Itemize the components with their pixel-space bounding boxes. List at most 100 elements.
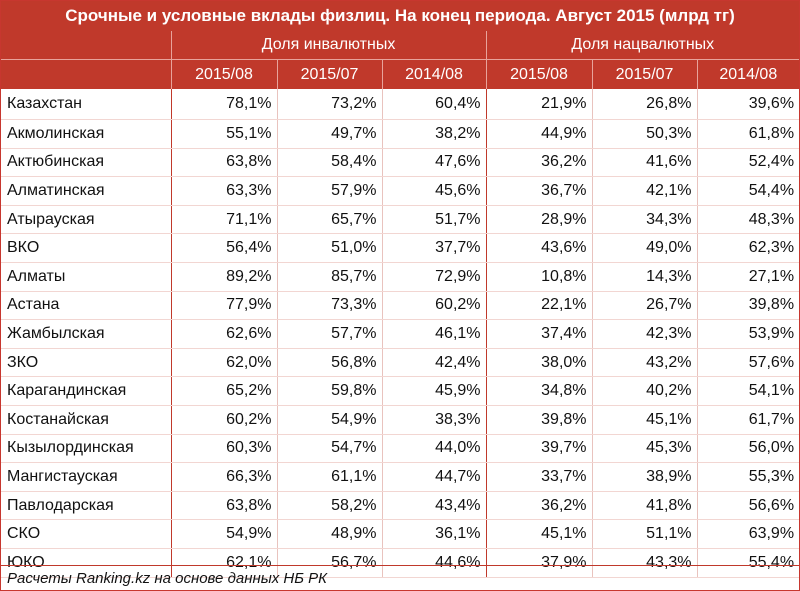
period-header: 2015/08 — [485, 59, 593, 89]
value-cell: 54,9% — [170, 519, 277, 549]
value-cell: 27,1% — [696, 262, 800, 292]
value-cell: 44,9% — [485, 119, 593, 149]
value-cell: 41,8% — [591, 491, 698, 521]
value-cell: 26,8% — [591, 89, 698, 120]
value-cell: 39,8% — [485, 405, 593, 435]
table-row: Карагандинская 65,2% 59,8% 45,9% 34,8% 40,2% 5… — [1, 376, 800, 406]
value-cell: 45,1% — [591, 405, 698, 435]
value-cell: 60,3% — [170, 434, 277, 464]
table-row: Казахстан 78,1% 73,2% 60,4% 21,9% 26,8% 39,6% — [1, 89, 800, 120]
value-cell: 53,9% — [696, 319, 800, 349]
value-cell: 37,9% — [485, 548, 593, 578]
value-cell: 65,2% — [170, 376, 277, 406]
region-name: ВКО — [1, 233, 172, 263]
region-name: Актюбинская — [1, 148, 172, 178]
region-name: Мангистауская — [1, 462, 172, 492]
table-row: СКО 54,9% 48,9% 36,1% 45,1% 51,1% 63,9% — [1, 519, 800, 549]
value-cell: 44,6% — [381, 548, 487, 578]
region-name: Кызылординская — [1, 434, 172, 464]
table-row: Актюбинская 63,8% 58,4% 47,6% 36,2% 41,6% 52,4… — [1, 148, 800, 178]
table-row: Алматы 89,2% 85,7% 72,9% 10,8% 14,3% 27,1% — [1, 262, 800, 292]
region-name: Атырауская — [1, 205, 172, 235]
period-header: 2015/07 — [591, 59, 698, 89]
value-cell: 60,2% — [381, 291, 487, 321]
table-row: Жамбылская 62,6% 57,7% 46,1% 37,4% 42,3% 53,9% — [1, 319, 800, 349]
table-row: Павлодарская 63,8% 58,2% 43,4% 36,2% 41,8% 56,… — [1, 491, 800, 521]
value-cell: 42,4% — [381, 348, 487, 378]
value-cell: 56,0% — [696, 434, 800, 464]
value-cell: 39,6% — [696, 89, 800, 120]
value-cell: 28,9% — [485, 205, 593, 235]
value-cell: 47,6% — [381, 148, 487, 178]
value-cell: 54,7% — [276, 434, 382, 464]
value-cell: 45,3% — [591, 434, 698, 464]
region-name: Астана — [1, 291, 172, 321]
value-cell: 59,8% — [276, 376, 382, 406]
value-cell: 61,7% — [696, 405, 800, 435]
value-cell: 71,1% — [170, 205, 277, 235]
value-cell: 49,7% — [276, 119, 382, 149]
value-cell: 55,4% — [696, 548, 800, 578]
value-cell: 48,9% — [276, 519, 382, 549]
value-cell: 58,2% — [276, 491, 382, 521]
value-cell: 43,4% — [381, 491, 487, 521]
value-cell: 46,1% — [381, 319, 487, 349]
value-cell: 60,2% — [170, 405, 277, 435]
value-cell: 37,7% — [381, 233, 487, 263]
value-cell: 52,4% — [696, 148, 800, 178]
value-cell: 43,6% — [485, 233, 593, 263]
value-cell: 45,1% — [485, 519, 593, 549]
value-cell: 42,1% — [591, 176, 698, 206]
value-cell: 89,2% — [170, 262, 277, 292]
value-cell: 33,7% — [485, 462, 593, 492]
value-cell: 50,3% — [591, 119, 698, 149]
deposits-table: Доля инвалютных Доля нацвалютных 2015/08… — [1, 31, 800, 578]
table-title: Срочные и условные вклады физлиц. На кон… — [1, 1, 799, 31]
value-cell: 36,1% — [381, 519, 487, 549]
value-cell: 21,9% — [485, 89, 593, 120]
value-cell: 63,8% — [170, 491, 277, 521]
value-cell: 40,2% — [591, 376, 698, 406]
value-cell: 22,1% — [485, 291, 593, 321]
value-cell: 39,7% — [485, 434, 593, 464]
region-name: СКО — [1, 519, 172, 549]
value-cell: 85,7% — [276, 262, 382, 292]
table-row: Атырауская 71,1% 65,7% 51,7% 28,9% 34,3% 48,3% — [1, 205, 800, 235]
table-body: Казахстан 78,1% 73,2% 60,4% 21,9% 26,8% 39,6% А… — [1, 89, 800, 578]
value-cell: 45,9% — [381, 376, 487, 406]
table-row: Костанайская 60,2% 54,9% 38,3% 39,8% 45,1% 61,… — [1, 405, 800, 435]
value-cell: 57,9% — [276, 176, 382, 206]
value-cell: 34,3% — [591, 205, 698, 235]
period-header-row: 2015/08 2015/07 2014/08 2015/08 2015/07 … — [1, 59, 800, 89]
table-row: ЮКО 62,1% 56,7% 44,6% 37,9% 43,3% 55,4% — [1, 548, 800, 578]
value-cell: 63,8% — [170, 148, 277, 178]
value-cell: 61,1% — [276, 462, 382, 492]
region-name: Карагандинская — [1, 376, 172, 406]
region-name: ЗКО — [1, 348, 172, 378]
value-cell: 56,8% — [276, 348, 382, 378]
value-cell: 10,8% — [485, 262, 593, 292]
period-header: 2014/08 — [381, 59, 487, 89]
value-cell: 62,3% — [696, 233, 800, 263]
value-cell: 38,3% — [381, 405, 487, 435]
value-cell: 56,7% — [276, 548, 382, 578]
value-cell: 38,0% — [485, 348, 593, 378]
value-cell: 62,6% — [170, 319, 277, 349]
group-header-national: Доля нацвалютных — [485, 31, 800, 60]
value-cell: 73,2% — [276, 89, 382, 120]
value-cell: 66,3% — [170, 462, 277, 492]
value-cell: 78,1% — [170, 89, 277, 120]
value-cell: 62,1% — [170, 548, 277, 578]
region-name: Алматинская — [1, 176, 172, 206]
value-cell: 42,3% — [591, 319, 698, 349]
table-row: Мангистауская 66,3% 61,1% 44,7% 33,7% 38,9% 55… — [1, 462, 800, 492]
value-cell: 54,4% — [696, 176, 800, 206]
value-cell: 63,3% — [170, 176, 277, 206]
value-cell: 57,6% — [696, 348, 800, 378]
value-cell: 34,8% — [485, 376, 593, 406]
value-cell: 44,7% — [381, 462, 487, 492]
value-cell: 43,3% — [591, 548, 698, 578]
value-cell: 61,8% — [696, 119, 800, 149]
value-cell: 72,9% — [381, 262, 487, 292]
